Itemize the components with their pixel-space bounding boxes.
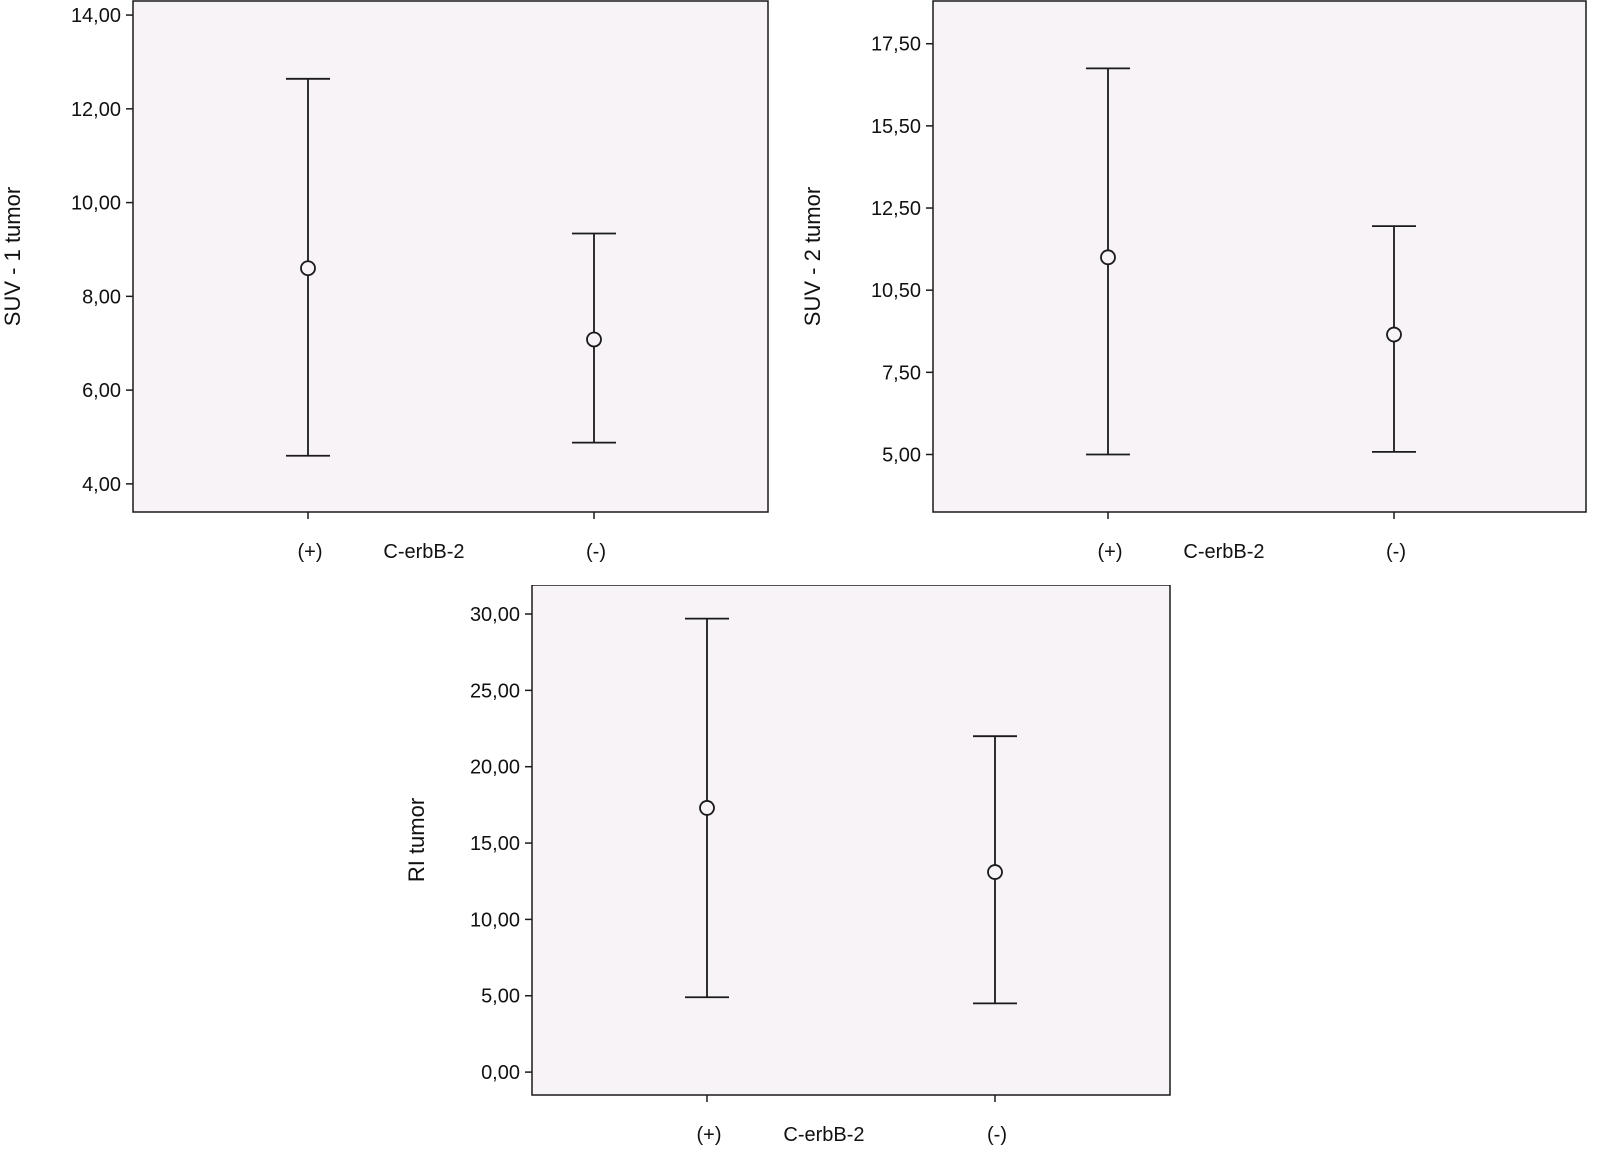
mean-marker xyxy=(586,331,602,348)
y-tick-label: 5,00 xyxy=(882,444,921,466)
y-tick-label: 12,50 xyxy=(871,198,921,220)
y-tick-label: 8,00 xyxy=(82,286,121,308)
chart-ri: 0,00 5,00 10,00 15,00 20,00 25,00 30,00 RI tumo… xyxy=(404,585,1171,1146)
mean-marker xyxy=(1100,249,1116,266)
y-axis-label: SUV - 2 tumor xyxy=(800,187,825,326)
x-tick-label: (+) xyxy=(1098,541,1123,563)
y-tick-label: 10,50 xyxy=(871,280,921,302)
mean-marker xyxy=(300,260,316,277)
y-tick-label: 20,00 xyxy=(470,757,520,779)
y-tick-label: 4,00 xyxy=(82,474,121,496)
x-axis-label: C-erbB-2 xyxy=(783,1124,864,1146)
y-tick-label: 10,00 xyxy=(71,193,121,215)
x-tick-label: (-) xyxy=(586,541,606,563)
y-axis-label: SUV - 1 tumor xyxy=(0,187,25,326)
chart-suv2: 5,00 7,50 10,50 12,50 15,50 17,50 SUV - 2 tumo… xyxy=(800,0,1587,563)
x-axis-label: C-erbB-2 xyxy=(383,541,464,563)
x-tick-label: (-) xyxy=(987,1124,1007,1146)
y-tick-label: 0,00 xyxy=(481,1062,520,1084)
plot-area xyxy=(932,0,1587,513)
y-tick-label: 6,00 xyxy=(82,380,121,402)
chart-suv1: 4,00 6,00 8,00 10,00 12,00 14,00 SUV - 1 tumor… xyxy=(0,0,769,563)
y-tick-label: 12,00 xyxy=(71,99,121,121)
mean-marker xyxy=(987,864,1003,880)
y-axis-label: RI tumor xyxy=(404,798,429,882)
y-tick-label: 10,00 xyxy=(470,909,520,931)
y-tick-label: 30,00 xyxy=(470,604,520,626)
y-tick-label: 14,00 xyxy=(71,5,121,27)
mean-marker xyxy=(1386,326,1402,343)
x-tick-label: (+) xyxy=(298,541,323,563)
y-tick-label: 15,00 xyxy=(470,833,520,855)
y-tick-label: 15,50 xyxy=(871,116,921,138)
x-tick-label: (-) xyxy=(1386,541,1406,563)
y-tick-label: 17,50 xyxy=(871,34,921,56)
x-axis-label: C-erbB-2 xyxy=(1183,541,1264,563)
plot-area xyxy=(132,0,769,513)
y-tick-label: 25,00 xyxy=(470,680,520,702)
y-tick-label: 7,50 xyxy=(882,362,921,384)
mean-marker xyxy=(699,800,715,816)
y-tick-label: 5,00 xyxy=(481,986,520,1008)
x-tick-label: (+) xyxy=(697,1124,722,1146)
plot-area xyxy=(531,585,1171,1096)
